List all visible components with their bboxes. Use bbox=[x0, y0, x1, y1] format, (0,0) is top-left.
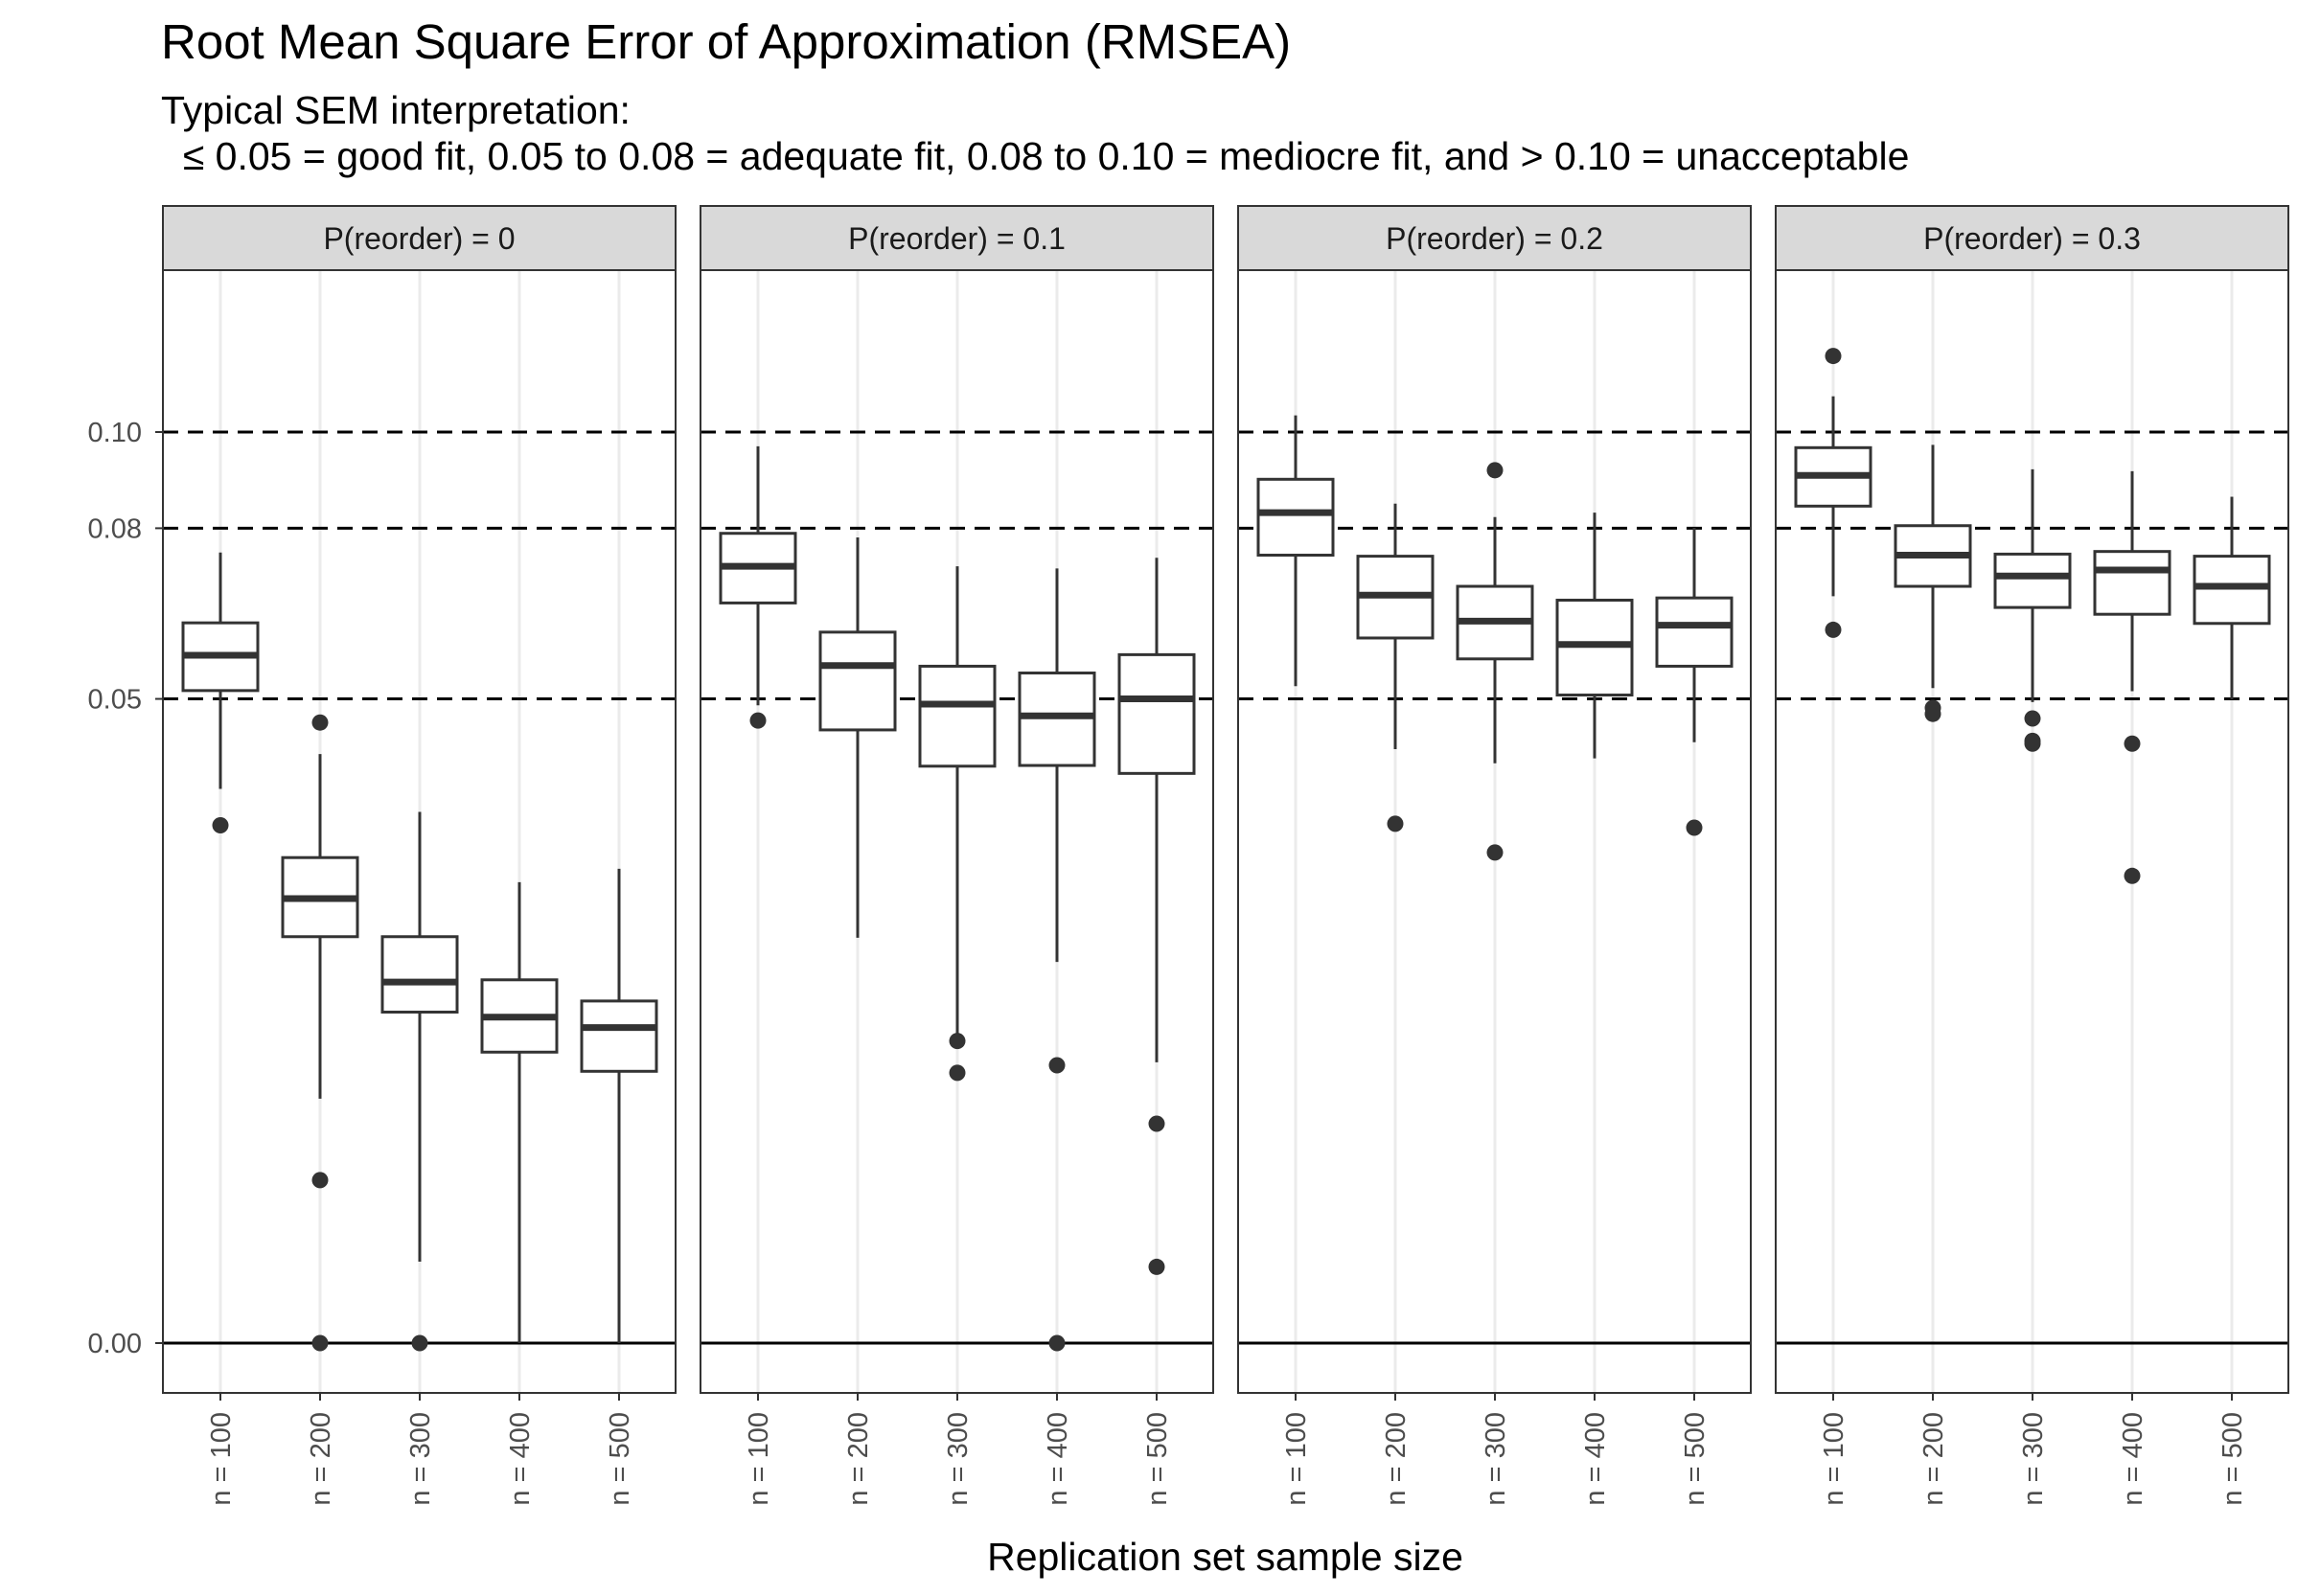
outlier-point bbox=[949, 1064, 966, 1082]
box-iqr bbox=[918, 664, 997, 768]
chart-subtitle-line-1: Typical SEM interpretation: bbox=[161, 88, 631, 132]
box-iqr bbox=[2093, 550, 2171, 616]
outlier-point bbox=[1825, 621, 1842, 638]
outlier-point bbox=[212, 817, 229, 834]
outlier-point bbox=[1048, 1334, 1066, 1352]
box-iqr bbox=[1655, 596, 1734, 668]
x-tick-label: n = 100 bbox=[206, 1412, 237, 1506]
outlier-point bbox=[411, 1334, 428, 1352]
x-tick-label: n = 500 bbox=[1680, 1412, 1711, 1506]
x-tick-label: n = 200 bbox=[843, 1412, 874, 1506]
outlier-point bbox=[1486, 844, 1504, 861]
outlier-point bbox=[1686, 819, 1703, 836]
x-tick-label: n = 300 bbox=[943, 1412, 974, 1506]
box-iqr bbox=[1117, 652, 1196, 775]
x-tick-label: n = 200 bbox=[1381, 1412, 1412, 1506]
box-iqr bbox=[1018, 672, 1096, 767]
outlier-point bbox=[311, 1334, 329, 1352]
x-tick-label: n = 300 bbox=[405, 1412, 436, 1506]
outlier-point bbox=[2024, 732, 2041, 749]
facet-strip-label: P(reorder) = 0.1 bbox=[848, 221, 1066, 256]
box-iqr bbox=[580, 999, 658, 1073]
box-iqr bbox=[1993, 552, 2072, 609]
outlier-point bbox=[1148, 1115, 1165, 1132]
outlier-point bbox=[2124, 867, 2141, 884]
outlier-point bbox=[1048, 1057, 1066, 1074]
x-tick-label: n = 400 bbox=[505, 1412, 536, 1506]
outlier-point bbox=[2024, 710, 2041, 727]
x-tick-label: n = 500 bbox=[605, 1412, 635, 1506]
outlier-point bbox=[949, 1033, 966, 1050]
x-tick-label: n = 400 bbox=[2118, 1412, 2148, 1506]
chart-title: Root Mean Square Error of Approximation … bbox=[161, 14, 1292, 69]
box-iqr bbox=[1256, 477, 1335, 558]
box-iqr bbox=[2193, 555, 2271, 626]
outlier-point bbox=[1924, 705, 1941, 722]
box-iqr bbox=[380, 935, 459, 1014]
x-tick-label: n = 100 bbox=[744, 1412, 774, 1506]
outlier-point bbox=[1486, 462, 1504, 479]
x-tick-label: n = 300 bbox=[2018, 1412, 2049, 1506]
outlier-point bbox=[311, 1172, 329, 1189]
outlier-point bbox=[1387, 815, 1404, 832]
chart-subtitle-line-2: ≤ 0.05 = good fit, 0.05 to 0.08 = adequa… bbox=[161, 134, 1910, 178]
x-tick-label: n = 200 bbox=[306, 1412, 336, 1506]
y-tick-label: 0.08 bbox=[88, 513, 142, 544]
x-axis-title: Replication set sample size bbox=[987, 1535, 1463, 1579]
outlier-point bbox=[311, 714, 329, 731]
outlier-point bbox=[1825, 348, 1842, 365]
x-tick-label: n = 200 bbox=[1918, 1412, 1949, 1506]
outlier-point bbox=[2124, 735, 2141, 752]
x-tick-label: n = 500 bbox=[2217, 1412, 2248, 1506]
facet-strip-label: P(reorder) = 0 bbox=[323, 221, 515, 256]
x-tick-label: n = 500 bbox=[1142, 1412, 1173, 1506]
x-tick-label: n = 300 bbox=[1481, 1412, 1511, 1506]
x-tick-label: n = 400 bbox=[1043, 1412, 1073, 1506]
x-tick-label: n = 100 bbox=[1281, 1412, 1312, 1506]
facet-strip-label: P(reorder) = 0.2 bbox=[1386, 221, 1603, 256]
outlier-point bbox=[1148, 1258, 1165, 1275]
y-tick-label: 0.10 bbox=[88, 418, 142, 448]
facet-strip-label: P(reorder) = 0.3 bbox=[1923, 221, 2141, 256]
facet-strip bbox=[162, 205, 677, 271]
y-tick-label: 0.05 bbox=[88, 685, 142, 716]
x-tick-label: n = 100 bbox=[1819, 1412, 1849, 1506]
facet-strip bbox=[1775, 205, 2289, 271]
facet-strip bbox=[1237, 205, 1752, 271]
x-tick-label: n = 400 bbox=[1580, 1412, 1611, 1506]
facet-strip bbox=[700, 205, 1214, 271]
box-iqr bbox=[818, 630, 897, 732]
y-tick-label: 0.00 bbox=[88, 1329, 142, 1359]
outlier-point bbox=[749, 712, 767, 729]
